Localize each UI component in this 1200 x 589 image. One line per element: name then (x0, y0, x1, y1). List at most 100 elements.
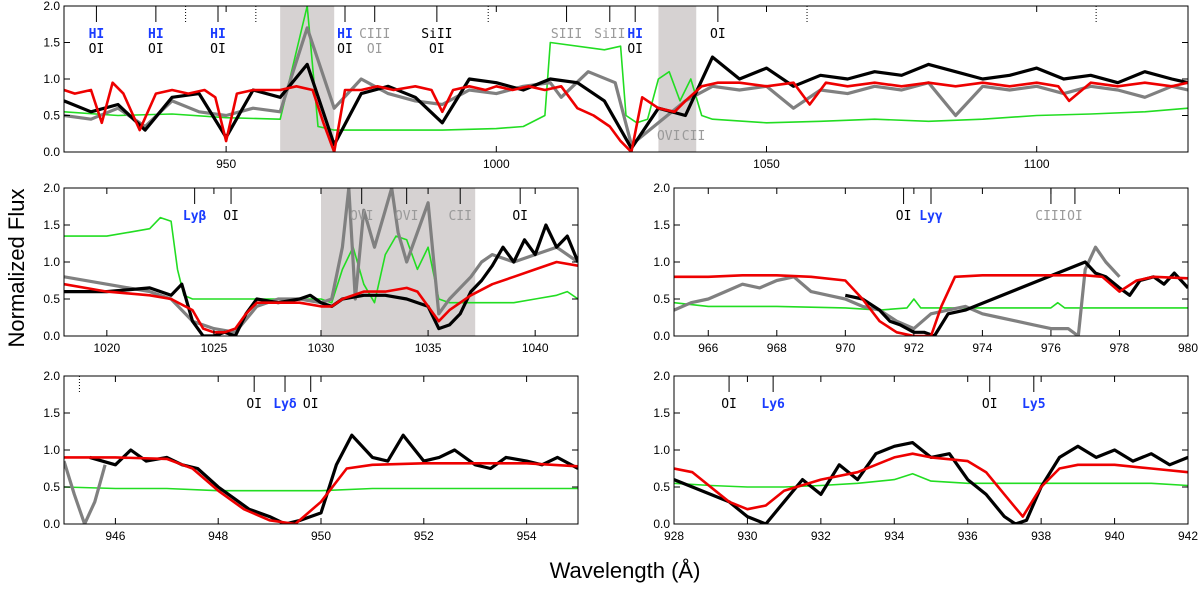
line-id-label: OI (512, 209, 528, 224)
panel-lyman-gamma: 966 968 970 972 974 976 978 980 0.0 0.5 1.0 1.5 2.0 O… (653, 181, 1198, 355)
series-model (674, 273, 1188, 336)
line-id-label: OI (367, 42, 383, 57)
x-tick-label: 942 (1178, 529, 1198, 543)
y-tick-label: 0.5 (43, 480, 60, 494)
y-tick-label: 1.5 (653, 406, 670, 420)
y-tick-label: 0.5 (653, 292, 670, 306)
series-error (64, 486, 578, 492)
y-tick-label: 1.5 (43, 218, 60, 232)
y-tick-label: 0.0 (43, 329, 60, 343)
x-tick-label: 930 (737, 529, 757, 543)
line-id-label: HI (148, 27, 164, 42)
series-group (64, 6, 1188, 152)
line-id-label: OI (89, 42, 105, 57)
y-tick-label: 1.5 (653, 218, 670, 232)
line-id-label: Ly5 (1022, 397, 1045, 412)
line-id-label: HI (89, 27, 105, 42)
y-tick-label: 1.5 (43, 406, 60, 420)
series-data (64, 223, 578, 336)
line-id-label: Lyβ (183, 209, 207, 224)
y-tick-label: 1.0 (653, 443, 670, 457)
series-data (674, 441, 1188, 524)
series-model (64, 456, 578, 524)
y-tick-label: 1.5 (43, 36, 60, 50)
line-id-label: OI (982, 397, 998, 412)
line-id-label: OI (721, 397, 737, 412)
y-tick-label: 2.0 (43, 0, 60, 13)
series-masked (64, 460, 107, 524)
y-tick-label: 2.0 (653, 369, 670, 383)
series-data (844, 260, 1188, 336)
y-tick-label: 0.5 (43, 292, 60, 306)
y-tick-label: 2.0 (653, 181, 670, 195)
x-tick-label: 968 (767, 341, 787, 355)
series-masked (674, 245, 1121, 336)
line-id-label: OI (337, 42, 353, 57)
series-data (89, 433, 578, 524)
line-id-label: CII (448, 209, 471, 224)
panel-lyman-delta: 946 948 950 952 954 0.0 0.5 1.0 1.5 2.0 OI Lyδ OI (43, 369, 579, 543)
line-id-label: OI (223, 209, 239, 224)
x-tick-label: 940 (1105, 529, 1125, 543)
x-tick-label: 938 (1031, 529, 1051, 543)
y-tick-label: 0.5 (43, 109, 60, 123)
x-tick-label: 980 (1178, 341, 1198, 355)
line-id-label: OVI (350, 209, 373, 224)
y-axis-title: Normalized Flux (4, 189, 29, 348)
line-id-label: SIII (551, 27, 582, 42)
line-id-label: CIII (359, 27, 390, 42)
line-id-label: OI (627, 42, 643, 57)
line-id-label: OI (1067, 209, 1083, 224)
line-id-label: OI (429, 42, 445, 57)
line-id-label: OI (710, 27, 726, 42)
line-id-label: OI (148, 42, 164, 57)
series-error (64, 6, 1188, 131)
line-id-label: SiII (594, 27, 625, 42)
x-tick-label: 950 (216, 157, 236, 171)
x-tick-label: 934 (884, 529, 904, 543)
series-group (674, 245, 1188, 336)
x-tick-label: 1050 (753, 157, 780, 171)
line-id-label: SiII (421, 27, 452, 42)
x-tick-label: 950 (311, 529, 331, 543)
x-tick-label: 1040 (522, 341, 549, 355)
x-tick-label: 932 (811, 529, 831, 543)
x-tick-label: 928 (664, 529, 684, 543)
x-tick-label: 978 (1109, 341, 1129, 355)
y-tick-label: 1.0 (43, 443, 60, 457)
series-masked (64, 188, 578, 334)
x-tick-label: 972 (904, 341, 924, 355)
x-tick-label: 1020 (93, 341, 120, 355)
line-id-label: HI (210, 27, 226, 42)
line-id-label: OVI (395, 209, 418, 224)
x-tick-label: 946 (105, 529, 125, 543)
series-group (64, 433, 578, 524)
line-id-label: Lyδ (273, 397, 297, 412)
series-model (674, 452, 1188, 518)
y-tick-label: 1.0 (43, 72, 60, 86)
line-id-label: OI (246, 397, 262, 412)
x-tick-label: 1030 (308, 341, 335, 355)
series-group (674, 441, 1188, 524)
line-id-label: OI (210, 42, 226, 57)
x-tick-label: 952 (414, 529, 434, 543)
x-tick-label: 1035 (415, 341, 442, 355)
x-tick-label: 974 (972, 341, 992, 355)
x-tick-label: 936 (958, 529, 978, 543)
x-tick-label: 954 (517, 529, 537, 543)
x-tick-label: 948 (208, 529, 228, 543)
panel-overview: 950 1000 1050 11000.00.51.01.52.0HIOIHIOIHI… (43, 0, 1189, 171)
y-tick-label: 0.0 (653, 329, 670, 343)
y-tick-label: 0.0 (653, 517, 670, 531)
y-tick-label: 2.0 (43, 369, 60, 383)
y-tick-label: 1.0 (43, 255, 60, 269)
x-tick-label: 970 (835, 341, 855, 355)
y-tick-label: 2.0 (43, 181, 60, 195)
line-id-label: Ly6 (761, 397, 785, 412)
y-tick-label: 1.0 (653, 255, 670, 269)
line-id-label: HI (337, 27, 353, 42)
series-model (64, 81, 1188, 152)
line-id-label: OI (303, 397, 319, 412)
line-id-label: CII (682, 129, 705, 144)
